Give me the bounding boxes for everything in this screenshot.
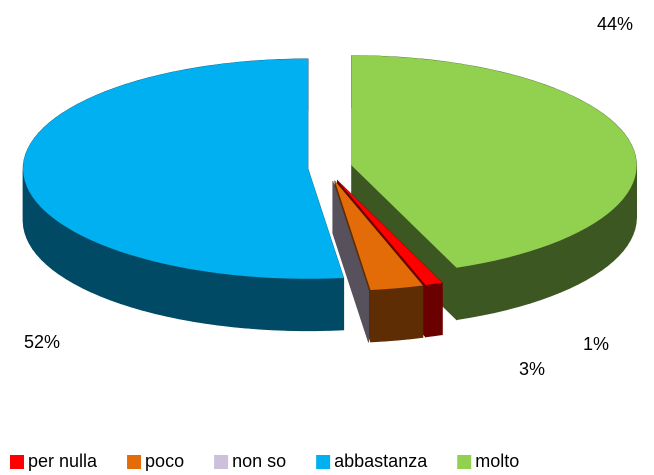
slice-side xyxy=(218,272,233,328)
slice-side xyxy=(204,271,219,326)
slice-top xyxy=(334,180,423,291)
slice-side xyxy=(65,226,75,285)
slice-side xyxy=(32,196,37,256)
slice-side xyxy=(287,278,302,332)
slice-top xyxy=(351,55,637,268)
legend-swatch xyxy=(127,455,142,469)
slice-side xyxy=(73,231,83,289)
slice-side xyxy=(329,277,345,331)
slice-top xyxy=(337,180,443,286)
slice-side xyxy=(529,247,541,304)
slice-side xyxy=(586,222,595,281)
legend-swatch xyxy=(316,455,331,469)
slice-side xyxy=(110,247,122,305)
slice-side xyxy=(315,278,331,332)
slice-side xyxy=(120,251,133,308)
slice-side xyxy=(142,258,156,314)
legend-label: abbastanza xyxy=(334,451,428,471)
slice-side xyxy=(623,192,628,252)
slice-side xyxy=(58,221,67,280)
slice-side xyxy=(383,287,398,342)
pie-slice xyxy=(22,58,345,332)
slice-side xyxy=(166,264,180,320)
slice-side xyxy=(517,251,530,308)
slice-side xyxy=(539,243,551,301)
slice-side xyxy=(245,275,260,330)
slice-side xyxy=(52,216,60,275)
slice-side xyxy=(370,288,385,343)
legend-swatch xyxy=(10,455,24,469)
slice-side xyxy=(613,203,620,262)
legend-swatch xyxy=(214,455,229,469)
slice-side xyxy=(82,235,92,293)
slice-side xyxy=(409,285,424,340)
slice-side xyxy=(46,211,53,271)
slice-side xyxy=(569,231,579,289)
slice-side xyxy=(191,268,206,324)
data-label: 3% xyxy=(519,359,545,379)
slice-side xyxy=(627,187,631,247)
slice-side xyxy=(578,227,587,285)
slice-side xyxy=(481,260,495,316)
slice-side xyxy=(506,254,519,311)
slice-side xyxy=(179,266,193,322)
slice-side xyxy=(332,181,369,343)
slice-side xyxy=(301,278,316,332)
data-label: 1% xyxy=(583,334,609,354)
slice-side xyxy=(456,265,470,321)
slice-side xyxy=(425,283,435,338)
slice-side xyxy=(273,277,288,331)
slice-side xyxy=(494,257,507,314)
data-label: 52% xyxy=(24,332,60,352)
slice-side xyxy=(29,190,33,251)
slice-side xyxy=(259,276,274,331)
legend-label: per nulla xyxy=(28,451,98,471)
slice-side xyxy=(131,254,144,311)
slice-side xyxy=(469,262,483,319)
slice-top xyxy=(23,58,344,279)
slice-side xyxy=(630,182,634,241)
legend-label: molto xyxy=(475,451,519,471)
pie-slice xyxy=(332,181,369,343)
legend-label: non so xyxy=(232,451,286,471)
slice-side xyxy=(396,286,411,341)
slice-side xyxy=(100,243,111,301)
slice-side xyxy=(433,282,443,337)
slice-side xyxy=(593,217,602,276)
pie-slice xyxy=(351,55,637,321)
slice-side xyxy=(90,239,101,297)
legend-swatch xyxy=(457,455,472,469)
legend-label: poco xyxy=(145,451,184,471)
slice-side xyxy=(231,274,246,329)
slice-side xyxy=(559,235,570,293)
data-label: 44% xyxy=(597,14,633,34)
slice-side xyxy=(40,206,47,266)
slice-side xyxy=(154,261,168,317)
slice-side xyxy=(601,213,609,272)
slice-side xyxy=(607,208,614,267)
slice-side xyxy=(36,201,42,261)
slice-side xyxy=(550,240,561,297)
slice-side xyxy=(618,197,624,257)
